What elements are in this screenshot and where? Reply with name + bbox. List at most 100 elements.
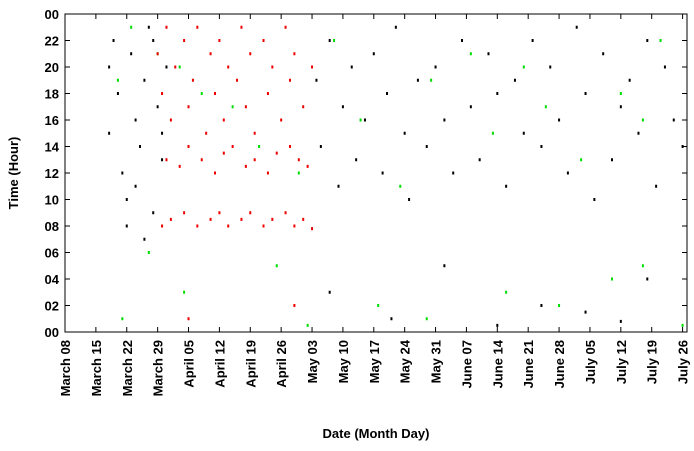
point: [112, 39, 115, 42]
point: [183, 39, 186, 42]
point: [359, 118, 362, 122]
point: [196, 224, 199, 228]
point: [311, 65, 314, 69]
point: [355, 158, 358, 162]
point: [663, 65, 666, 69]
point: [161, 131, 164, 135]
point: [244, 164, 247, 168]
point: [659, 39, 662, 42]
x-tick-label: June 21: [521, 340, 536, 388]
point: [213, 171, 216, 175]
point: [619, 319, 622, 323]
x-tick-label: March 29: [151, 340, 166, 396]
point: [399, 184, 402, 188]
point: [213, 92, 216, 95]
point: [284, 25, 287, 29]
point: [174, 65, 177, 69]
y-tick-label: 02: [45, 299, 59, 314]
x-tick-label: April 19: [243, 340, 258, 388]
point: [187, 105, 190, 109]
y-tick-label: 22: [45, 34, 59, 49]
point: [505, 290, 508, 294]
point: [293, 224, 296, 228]
point: [390, 317, 393, 321]
point: [209, 217, 212, 221]
point: [341, 105, 344, 109]
point: [430, 78, 433, 82]
point: [121, 317, 124, 321]
point: [187, 145, 190, 148]
point: [152, 211, 155, 215]
x-tick-label: March 08: [58, 340, 73, 396]
point: [236, 78, 239, 82]
point: [513, 78, 516, 82]
x-axis-label: Date (Month Day): [323, 426, 430, 441]
point: [183, 290, 186, 294]
y-tick-label: 04: [45, 272, 60, 287]
y-axis-label: Time (Hour): [6, 137, 21, 210]
point: [205, 131, 208, 135]
point: [134, 118, 137, 122]
point: [443, 264, 446, 268]
point: [231, 145, 234, 148]
x-tick-label: April 26: [274, 340, 289, 388]
point: [125, 224, 128, 228]
point: [288, 145, 291, 148]
point: [306, 323, 309, 327]
point: [165, 25, 168, 29]
point: [408, 198, 411, 201]
point: [377, 304, 380, 307]
x-tick-label: May 24: [398, 339, 413, 383]
point: [108, 131, 111, 135]
point: [161, 158, 164, 162]
point: [302, 105, 305, 109]
point: [394, 25, 397, 29]
point: [443, 118, 446, 122]
point: [222, 118, 225, 122]
plot-frame: [64, 13, 688, 333]
point: [584, 310, 587, 314]
point: [328, 39, 331, 42]
point: [284, 211, 287, 215]
point: [386, 92, 389, 95]
point: [540, 304, 543, 307]
y-tick-label: 18: [45, 87, 59, 102]
point: [381, 171, 384, 175]
point: [372, 52, 375, 56]
point: [681, 145, 684, 148]
point: [611, 277, 614, 281]
point: [196, 25, 199, 29]
point: [531, 39, 534, 42]
point: [628, 78, 631, 82]
point: [319, 145, 322, 148]
point: [161, 92, 164, 95]
point: [288, 78, 291, 82]
point: [258, 145, 261, 148]
point: [293, 52, 296, 56]
point: [487, 52, 490, 56]
point: [143, 237, 146, 241]
point: [646, 277, 649, 281]
point: [121, 171, 124, 175]
point: [403, 131, 406, 135]
point: [646, 39, 649, 42]
point: [558, 304, 561, 307]
point: [297, 158, 300, 162]
point: [619, 92, 622, 95]
point: [469, 105, 472, 109]
point: [156, 52, 159, 56]
point: [266, 171, 269, 175]
point: [156, 105, 159, 109]
point: [363, 118, 366, 122]
point: [580, 158, 583, 162]
point: [558, 118, 561, 122]
point: [425, 317, 428, 321]
point: [496, 92, 499, 95]
x-tick-label: June 07: [459, 340, 474, 388]
point: [266, 92, 269, 95]
point: [549, 65, 552, 69]
point: [271, 65, 274, 69]
point: [302, 217, 305, 221]
x-tick-label: March 15: [89, 340, 104, 396]
